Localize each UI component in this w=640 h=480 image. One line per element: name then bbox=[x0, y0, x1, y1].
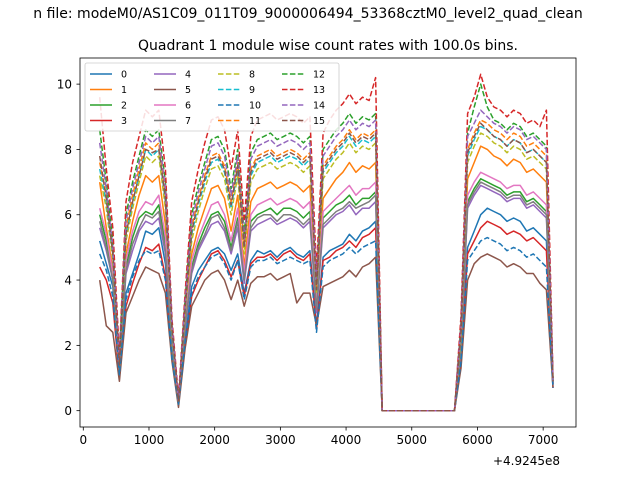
y-tick-label-10: 10 bbox=[57, 78, 72, 92]
figure-suptitle: n file: modeM0/AS1C09_011T09_9000006494_… bbox=[0, 6, 640, 22]
legend-label-7: 7 bbox=[185, 116, 191, 127]
series-line-7 bbox=[98, 181, 554, 412]
legend-label-8: 8 bbox=[249, 70, 255, 81]
legend-label-6: 6 bbox=[185, 101, 191, 112]
legend-label-5: 5 bbox=[185, 85, 191, 96]
series-line-5 bbox=[98, 253, 554, 412]
series-line-15 bbox=[98, 122, 554, 412]
legend-label-14: 14 bbox=[313, 101, 325, 112]
figure-suptitle-text: n file: modeM0/AS1C09_011T09_9000006494_… bbox=[33, 6, 583, 22]
x-tick-label-6000: 6000 bbox=[462, 433, 493, 447]
series-line-13 bbox=[98, 73, 554, 412]
x-tick-label-3000: 3000 bbox=[265, 433, 296, 447]
legend-label-12: 12 bbox=[313, 70, 325, 81]
x-tick-label-2000: 2000 bbox=[199, 433, 230, 447]
plot-area: 0 1000 2000 3000 4000 5000 6000 7000 +4.9245e8 0 2… bbox=[57, 57, 577, 468]
legend-label-0: 0 bbox=[121, 70, 127, 81]
series-line-14 bbox=[98, 109, 554, 412]
legend-label-4: 4 bbox=[185, 70, 191, 81]
x-offset-label: +4.9245e8 bbox=[493, 454, 560, 468]
legend-label-3: 3 bbox=[121, 116, 127, 127]
y-tick-label-8: 8 bbox=[64, 143, 72, 157]
x-tick-label-0: 0 bbox=[79, 433, 87, 447]
legend-label-11: 11 bbox=[249, 116, 261, 127]
series-line-11 bbox=[98, 119, 554, 412]
legend-label-1: 1 bbox=[121, 85, 127, 96]
legend-label-9: 9 bbox=[249, 85, 255, 96]
y-tick-label-6: 6 bbox=[64, 208, 72, 222]
x-tick-label-4000: 4000 bbox=[331, 433, 362, 447]
y-tick-label-0: 0 bbox=[64, 404, 72, 418]
legend-label-10: 10 bbox=[249, 101, 261, 112]
series-line-8 bbox=[98, 132, 554, 412]
x-tick-label-1000: 1000 bbox=[134, 433, 165, 447]
x-tick-label-5000: 5000 bbox=[396, 433, 427, 447]
chart-title: Quadrant 1 module wise count rates with … bbox=[138, 38, 518, 54]
legend-box bbox=[84, 62, 340, 132]
legend-label-15: 15 bbox=[313, 116, 325, 127]
y-tick-label-4: 4 bbox=[64, 274, 72, 288]
y-tick-label-2: 2 bbox=[64, 339, 72, 353]
legend-label-2: 2 bbox=[121, 101, 127, 112]
legend-label-13: 13 bbox=[313, 85, 325, 96]
x-tick-label-7000: 7000 bbox=[528, 433, 559, 447]
axes-frame bbox=[79, 57, 577, 428]
series-line-10 bbox=[99, 236, 554, 412]
